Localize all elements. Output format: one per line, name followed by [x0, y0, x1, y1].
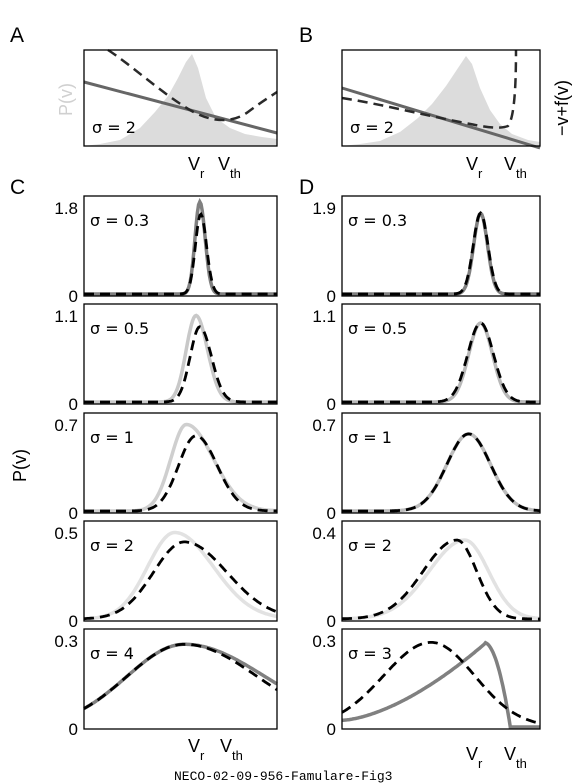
panel-a-p-fill	[84, 54, 277, 146]
panel-d-row-1-ymax-tick: 1.9	[312, 199, 336, 218]
panel-a-frame	[83, 49, 278, 147]
panel-d-vth-sub: th	[516, 756, 527, 771]
panel-d-row-5: σ = 3 0.3 0	[312, 628, 541, 739]
panel-c-row-1-frame	[83, 195, 278, 297]
panel-c: σ = 0.31.80σ = 0.51.10σ = 10.70σ = 20.50…	[54, 195, 278, 739]
panel-c-row-5-ymin-tick: 0	[69, 720, 78, 739]
panel-c-row-3-ymin-tick: 0	[69, 504, 78, 523]
panel-c-row-5-sigma: σ = 4	[90, 644, 134, 663]
panel-a-vth-v: V	[218, 154, 230, 174]
panel-d-row-4-sigma: σ = 2	[348, 536, 392, 555]
panel-d-row-3-sigma: σ = 1	[348, 428, 392, 447]
panel-c-vth-sub: th	[232, 748, 243, 763]
panel-c-row-2-ymin-tick: 0	[69, 395, 78, 414]
column-c-ylabel: P(v)	[10, 449, 30, 482]
panel-d-row-2: σ = 0.5 1.1 0	[312, 303, 541, 414]
panel-d-vr-sub: r	[478, 756, 483, 771]
panel-c-row-1-dashed-curve	[84, 211, 277, 296]
panel-d-row-2-frame	[341, 303, 541, 405]
panel-c-row-5-dashed-curve	[83, 642, 278, 710]
panel-c-row-1-ymin-tick: 0	[69, 287, 78, 306]
panel-d-row-2-dashed-curve	[342, 321, 540, 404]
panel-c-row-3-ymax-tick: 0.7	[54, 416, 78, 435]
panel-a-solid-line	[83, 80, 278, 135]
panel-letter-d: D	[299, 176, 314, 199]
panel-c-row-4-sigma: σ = 2	[90, 536, 134, 555]
panel-a-vr-sub: r	[200, 166, 205, 181]
panel-c-row-2-ymax-tick: 1.1	[54, 307, 78, 326]
panel-c-row-1-ymax-tick: 1.8	[54, 199, 78, 218]
panel-b-vth-sub: th	[516, 166, 527, 181]
panel-c-vr-v: V	[188, 736, 200, 756]
panel-b-dashed-line	[341, 49, 518, 129]
panel-a-vr-v: V	[188, 154, 200, 174]
panel-letter-b: B	[299, 24, 313, 47]
panel-d-row-1-dashed-curve	[342, 211, 540, 296]
panel-c-row-4-solid-curve	[83, 530, 278, 621]
panel-b-vth-v: V	[504, 154, 516, 174]
panel-c-row-1: σ = 0.3 1.8 0	[54, 195, 278, 306]
panel-d-row-4: σ = 2 0.4 0	[312, 520, 541, 631]
panel-c-row-2: σ = 0.5 1.1 0	[54, 303, 278, 414]
panel-c-row-4-ymax-tick: 0.5	[54, 524, 78, 543]
panel-c-row-5-frame	[83, 628, 278, 730]
panel-b-sigma: σ = 2	[350, 118, 394, 137]
panel-b-frame	[341, 49, 541, 147]
panel-d-row-3-ymax-tick: 0.7	[312, 416, 336, 435]
panel-c-row-2-dashed-curve	[84, 325, 277, 404]
panel-c-row-2-sigma: σ = 0.5	[90, 319, 149, 338]
panel-d-row-1-frame	[341, 195, 541, 297]
panel-c-row-3: σ = 1 0.7 0	[54, 412, 278, 523]
panel-c-row-3-frame	[83, 412, 278, 514]
panel-d-row-3: σ = 1 0.7 0	[312, 412, 541, 523]
panel-c-row-3-sigma: σ = 1	[90, 428, 134, 447]
panel-letter-a: A	[10, 24, 24, 47]
panel-d-row-2-ymin-tick: 0	[327, 395, 336, 414]
panel-letter-c: C	[10, 176, 25, 199]
panel-d-row-5-frame	[341, 628, 541, 730]
panel-c-row-5: σ = 4 0.3 0	[54, 628, 278, 739]
panel-b-drift-label: −v+f(v)	[552, 80, 572, 136]
panel-d-row-4-dashed-curve	[341, 538, 540, 621]
panel-d-row-1: σ = 0.3 1.9 0	[312, 195, 541, 306]
panel-b-p-fill	[342, 56, 540, 146]
panel-a-dashed-line	[107, 48, 278, 122]
panel-a: σ = 2 P(v) V r V th	[56, 48, 278, 181]
panel-c-vr-sub: r	[200, 748, 205, 763]
panel-b-vr-v: V	[466, 154, 478, 174]
panel-d-row-4-frame	[341, 520, 541, 622]
panel-d-vth-v: V	[504, 744, 516, 764]
panel-c-row-4-frame	[83, 520, 278, 622]
figure-footer: NECO-02-09-956-Famulare-Fig3	[174, 769, 392, 784]
panel-a-vth-sub: th	[230, 166, 241, 181]
panel-b: σ = 2 −v+f(v) V r V th	[341, 49, 572, 181]
panel-c-row-3-dashed-curve	[84, 434, 277, 513]
panel-c-row-5-ymax-tick: 0.3	[54, 632, 78, 651]
panel-a-p-label: P(v)	[56, 83, 76, 116]
panel-d-row-3-dashed-curve	[342, 432, 540, 513]
panel-d-row-5-ymax-tick: 0.3	[312, 632, 336, 651]
panel-c-row-2-frame	[83, 303, 278, 405]
panel-d-row-3-frame	[341, 412, 541, 514]
panel-d-row-2-sigma: σ = 0.5	[348, 319, 407, 338]
panel-c-row-1-sigma: σ = 0.3	[90, 211, 149, 230]
panel-d-row-5-ymin-tick: 0	[327, 720, 336, 739]
panel-c-vth-v: V	[220, 736, 232, 756]
panel-d: σ = 0.31.90σ = 0.51.10σ = 10.70σ = 20.40…	[312, 195, 541, 739]
panel-c-row-4-dashed-curve	[84, 540, 278, 620]
panel-d-row-3-ymin-tick: 0	[327, 504, 336, 523]
panel-d-row-4-ymax-tick: 0.4	[312, 524, 336, 543]
panel-a-sigma: σ = 2	[92, 118, 136, 137]
panel-c-row-4-ymin-tick: 0	[69, 612, 78, 631]
panel-d-row-4-ymin-tick: 0	[327, 612, 336, 631]
panel-c-row-4: σ = 2 0.5 0	[54, 520, 278, 631]
panel-d-row-2-ymax-tick: 1.1	[312, 307, 336, 326]
panel-d-vr-v: V	[466, 744, 478, 764]
panel-d-row-1-sigma: σ = 0.3	[348, 211, 407, 230]
panel-d-row-5-sigma: σ = 3	[348, 644, 392, 663]
panel-d-row-1-ymin-tick: 0	[327, 287, 336, 306]
panel-d-row-5-dashed-curve	[341, 641, 541, 725]
panel-b-vr-sub: r	[478, 166, 483, 181]
